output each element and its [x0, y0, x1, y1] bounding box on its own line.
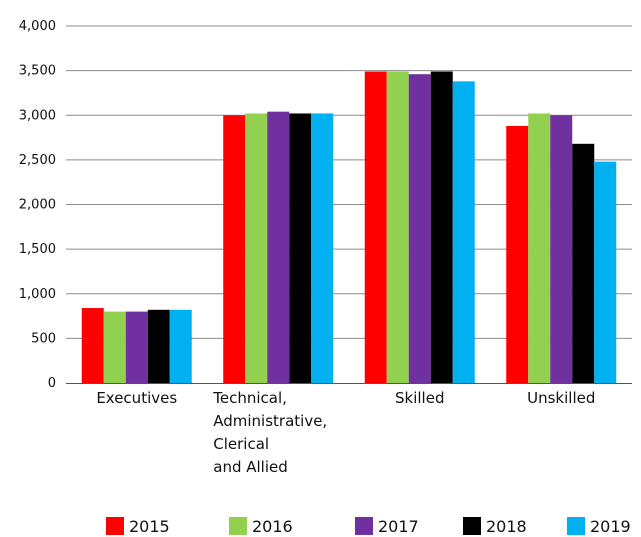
- bar-2018: [147, 309, 170, 383]
- bar-2016: [245, 113, 268, 383]
- bar-2019: [594, 161, 617, 383]
- x-category-label: and Allied: [213, 458, 288, 476]
- legend-swatch-2018: [463, 517, 481, 535]
- bar-2019: [452, 81, 475, 384]
- y-tick-label: 3,000: [19, 108, 56, 123]
- bar-2017: [125, 311, 148, 383]
- x-category-label: Clerical: [213, 435, 269, 453]
- y-tick-label: 1,000: [19, 287, 56, 302]
- y-tick-label: 2,000: [19, 198, 56, 213]
- gridlines: [66, 25, 632, 339]
- x-category-label: Administrative,: [213, 412, 327, 430]
- y-tick-label: 2,500: [19, 153, 56, 168]
- bar-2018: [572, 143, 595, 383]
- legend-label: 2015: [129, 517, 170, 536]
- y-tick-label: 1,500: [19, 242, 56, 257]
- legend-swatch-2017: [355, 517, 373, 535]
- legend-swatch-2015: [106, 517, 124, 535]
- bar-2015: [506, 125, 529, 384]
- bars: [81, 71, 617, 384]
- y-axis-ticks: 0 500 1,000 1,500 2,000 2,500 3,000 3,500 4,000: [19, 19, 56, 391]
- x-category-label: Skilled: [395, 389, 444, 407]
- y-tick-label: 3,500: [19, 64, 56, 79]
- bar-2018: [289, 113, 312, 383]
- legend-label: 2017: [378, 517, 419, 536]
- bar-2015: [364, 71, 387, 383]
- y-tick-label: 0: [48, 376, 56, 391]
- bar-2017: [408, 74, 431, 383]
- legend-swatch-2019: [567, 517, 585, 535]
- bar-2015: [81, 308, 104, 383]
- bar-2016: [386, 71, 409, 383]
- y-tick-label: 4,000: [19, 19, 56, 34]
- bar-2019: [169, 309, 192, 383]
- legend: 2015 2016 2017 2018 2019: [106, 517, 631, 536]
- bar-2016: [103, 311, 126, 383]
- bar-2015: [223, 115, 246, 383]
- x-axis-categories: Executives Technical, Administrative, Cleri…: [96, 389, 595, 476]
- legend-label: 2019: [590, 517, 631, 536]
- legend-label: 2016: [252, 517, 293, 536]
- bar-2016: [528, 113, 551, 383]
- bar-2017: [267, 111, 290, 384]
- legend-swatch-2016: [229, 517, 247, 535]
- y-tick-label: 500: [31, 331, 56, 346]
- bar-2019: [311, 113, 334, 383]
- legend-label: 2018: [486, 517, 527, 536]
- x-category-label: Unskilled: [527, 389, 595, 407]
- x-category-label: Executives: [96, 389, 177, 407]
- x-category-label: Technical,: [212, 389, 287, 407]
- bar-2017: [550, 115, 573, 383]
- bar-2018: [430, 71, 453, 383]
